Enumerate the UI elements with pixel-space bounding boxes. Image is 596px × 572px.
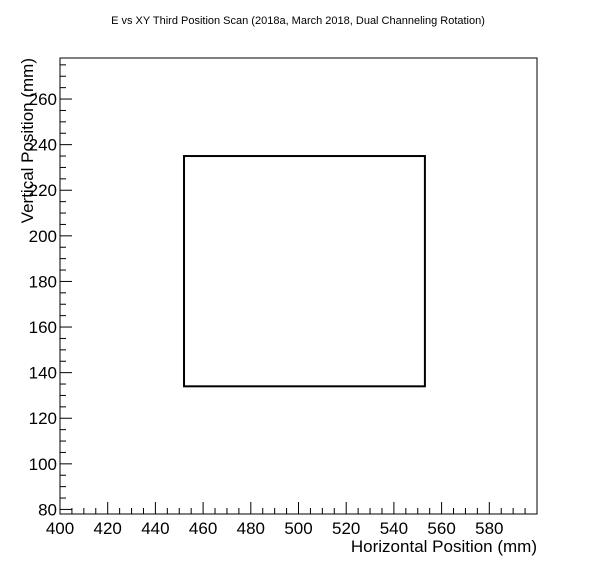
chart-title: E vs XY Third Position Scan (2018a, Marc… — [111, 15, 485, 27]
x-tick-label: 520 — [332, 519, 360, 538]
x-tick-label: 400 — [46, 519, 74, 538]
y-tick-label: 160 — [29, 318, 57, 337]
y-axis-label: Vertical Position (mm) — [18, 58, 37, 223]
y-tick-label: 180 — [29, 272, 57, 291]
y-tick-label: 260 — [29, 90, 57, 109]
scan-region-rectangle — [183, 155, 426, 388]
x-tick-label: 420 — [94, 519, 122, 538]
plot-area — [183, 155, 426, 388]
y-tick-label: 100 — [29, 455, 57, 474]
y-tick-label: 140 — [29, 364, 57, 383]
y-axis: 80 100 120 140 160 180 200 220 240 260 — [29, 64, 72, 519]
y-tick-label: 80 — [38, 500, 57, 519]
y-tick-label: 120 — [29, 409, 57, 428]
y-tick-label: 200 — [29, 227, 57, 246]
x-tick-label: 460 — [189, 519, 217, 538]
x-tick-label: 440 — [141, 519, 169, 538]
x-tick-label: 560 — [427, 519, 455, 538]
x-tick-label: 500 — [284, 519, 312, 538]
x-tick-label: 480 — [237, 519, 265, 538]
plot-frame — [59, 57, 538, 515]
y-tick-label: 220 — [29, 181, 57, 200]
x-axis: 400 420 440 460 480 500 520 540 560 580 — [46, 502, 538, 538]
x-axis-label: Horizontal Position (mm) — [351, 537, 537, 556]
y-tick-label: 240 — [29, 136, 57, 155]
x-tick-label: 540 — [380, 519, 408, 538]
x-tick-label: 580 — [475, 519, 503, 538]
